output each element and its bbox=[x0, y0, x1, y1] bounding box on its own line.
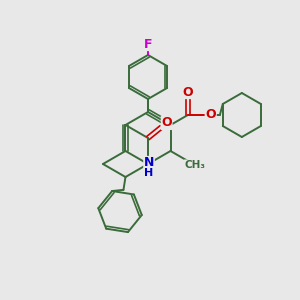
Text: H: H bbox=[144, 168, 154, 178]
Text: N: N bbox=[144, 157, 154, 169]
Text: O: O bbox=[161, 116, 172, 129]
Text: F: F bbox=[144, 38, 152, 50]
Text: CH₃: CH₃ bbox=[184, 160, 205, 170]
Text: O: O bbox=[182, 85, 193, 98]
Text: O: O bbox=[206, 109, 216, 122]
